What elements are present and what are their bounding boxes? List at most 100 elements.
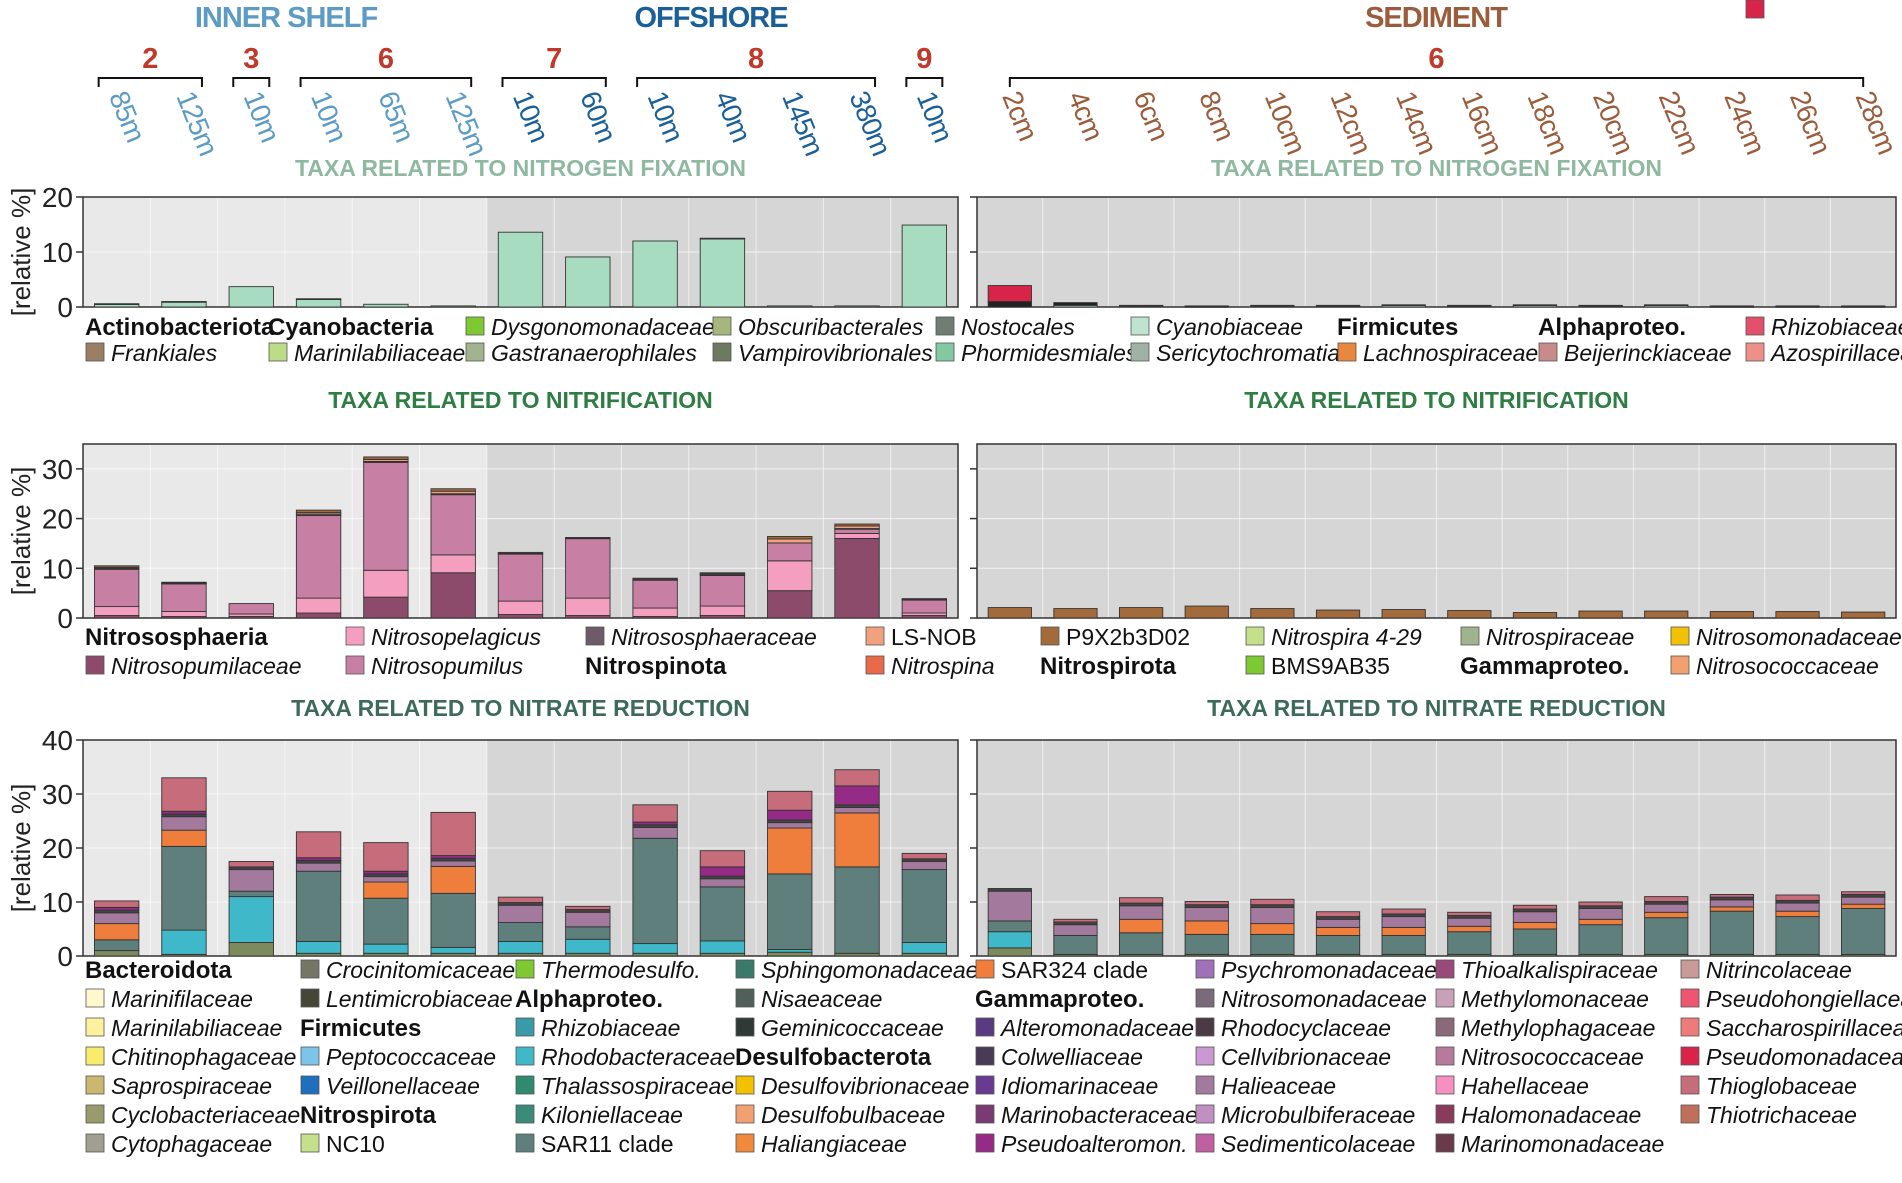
legend-swatch — [1245, 655, 1265, 675]
station-bracket — [299, 77, 473, 87]
legend-label: Thiotrichaceae — [1706, 1102, 1857, 1128]
legend-label: Psychromonadaceae — [1221, 957, 1437, 983]
sediment-bar-segment — [1118, 304, 1164, 307]
sediment-bar-segment — [987, 920, 1032, 933]
legend-label: Cellvibrionaceae — [1221, 1044, 1391, 1070]
water-bar-segment — [363, 456, 409, 460]
legend-heading: Desulfobacterota — [735, 1044, 932, 1071]
legend-swatch — [300, 1133, 320, 1153]
water-bar-segment — [93, 606, 140, 616]
water-bar-segment — [632, 943, 678, 954]
y-tick-label: 10 — [42, 887, 73, 918]
legend-label: Alteromonadaceae — [999, 1015, 1194, 1041]
depth-label: 85m — [103, 87, 151, 146]
legend-swatch — [1195, 988, 1215, 1008]
legend-label: Haliangiaceae — [761, 1131, 907, 1157]
legend-label: Geminicoccaceae — [761, 1015, 944, 1041]
legend-label: SAR324 clade — [1001, 957, 1148, 983]
legend-label: Marinobacteraceae — [1001, 1102, 1198, 1128]
sediment-bar-segment — [1512, 911, 1558, 923]
sediment-bar-segment — [1775, 902, 1820, 912]
water-bar-segment — [363, 303, 409, 308]
sediment-bar-segment — [1709, 305, 1755, 308]
sediment-bar-segment — [1184, 906, 1229, 922]
legend-label: Nitrososphaeraceae — [611, 624, 817, 650]
water-bar-segment — [834, 305, 880, 308]
legend-label: Veillonellaceae — [326, 1073, 480, 1099]
panel-title: TAXA RELATED TO NITRATE REDUCTION — [1207, 695, 1666, 721]
legend-label: Kiloniellaceae — [541, 1102, 683, 1128]
legend-swatch — [1435, 959, 1455, 979]
legend-swatch — [1435, 1133, 1455, 1153]
station-number: 3 — [243, 43, 259, 75]
water-bar-segment — [699, 572, 746, 575]
legend-label: Desulfovibrionaceae — [761, 1073, 969, 1099]
sediment-bar-segment — [1578, 918, 1623, 926]
y-tick-label: 30 — [42, 454, 73, 485]
sediment-bar-segment — [1775, 910, 1820, 918]
sediment-bar-segment — [1578, 908, 1623, 920]
water-bar-segment — [767, 951, 813, 957]
water-bar-segment — [93, 939, 140, 952]
legend-label: Nitrosopumilaceae — [111, 653, 301, 679]
legend-swatch — [1435, 988, 1455, 1008]
legend-label: Marinilabiliaceae — [111, 1015, 282, 1041]
legend-label: Marinomonadaceae — [1461, 1131, 1664, 1157]
legend-swatch — [85, 1075, 105, 1095]
sediment-bar-segment — [987, 888, 1032, 892]
legend-heading: Bacteroidota — [85, 957, 232, 984]
legend-swatch — [85, 1017, 105, 1037]
sediment-bar-segment — [1447, 304, 1492, 307]
legend-heading: Nitrospirota — [300, 1102, 437, 1129]
water-bar-segment — [93, 950, 140, 957]
legend-label: Rhizobiaceae — [1771, 314, 1902, 340]
sediment-bar-segment — [1447, 911, 1492, 916]
water-bar-segment — [767, 590, 813, 619]
y-axis-label: [relative %] — [6, 188, 36, 317]
water-bar-segment — [93, 303, 140, 305]
legend-swatch — [1460, 626, 1480, 646]
water-bar-segment — [430, 860, 476, 867]
legend-swatch — [515, 1133, 535, 1153]
sediment-bar-segment — [1315, 304, 1361, 307]
core-depth-label: 26cm — [1784, 87, 1837, 158]
legend-label: Nitrosomonadaceae — [1696, 624, 1902, 650]
legend-heading: Nitrospirota — [1040, 653, 1177, 680]
sediment-bar-segment — [1447, 610, 1492, 619]
water-bar-segment — [161, 611, 207, 617]
legend-label: Thioglobaceae — [1706, 1073, 1857, 1099]
sediment-bar-segment — [1250, 304, 1295, 307]
legend-label: Marinilabiliaceae — [294, 340, 465, 366]
legend-label: Azospirillaceae — [1769, 340, 1902, 366]
sediment-bar-segment — [1775, 916, 1820, 955]
legend-swatch — [1130, 342, 1150, 362]
depth-label: 10m — [911, 87, 959, 146]
water-bar-segment — [93, 568, 140, 608]
water-bar-segment — [632, 607, 678, 617]
water-bar-segment — [295, 870, 342, 942]
sediment-bar-segment — [1578, 901, 1623, 907]
depth-label: 125m — [440, 87, 493, 160]
water-bar-segment — [901, 852, 948, 860]
y-tick-label: 40 — [42, 725, 73, 756]
water-bar-segment — [363, 876, 409, 883]
water-bar-segment — [632, 827, 678, 839]
water-bar-segment — [295, 298, 342, 301]
water-bar-segment — [161, 301, 207, 308]
legend-label: LS-NOB — [891, 624, 977, 650]
sediment-bar-segment — [1118, 905, 1164, 920]
legend-swatch — [1745, 342, 1765, 362]
water-bar-segment — [430, 494, 476, 556]
legend-swatch — [515, 1075, 535, 1095]
water-bar-segment — [93, 923, 140, 941]
sediment-bar-segment — [1447, 917, 1492, 927]
legend-swatch — [1680, 959, 1700, 979]
legend-label: Pseudomonadaceae — [1706, 1044, 1902, 1070]
station-number: 6 — [1428, 43, 1444, 75]
depth-label: 380m — [843, 87, 896, 160]
legend-swatch — [1680, 1017, 1700, 1037]
water-bar-segment — [699, 878, 746, 888]
sediment-bar-segment — [1709, 893, 1755, 898]
legend-heading: Firmicutes — [300, 1015, 421, 1042]
